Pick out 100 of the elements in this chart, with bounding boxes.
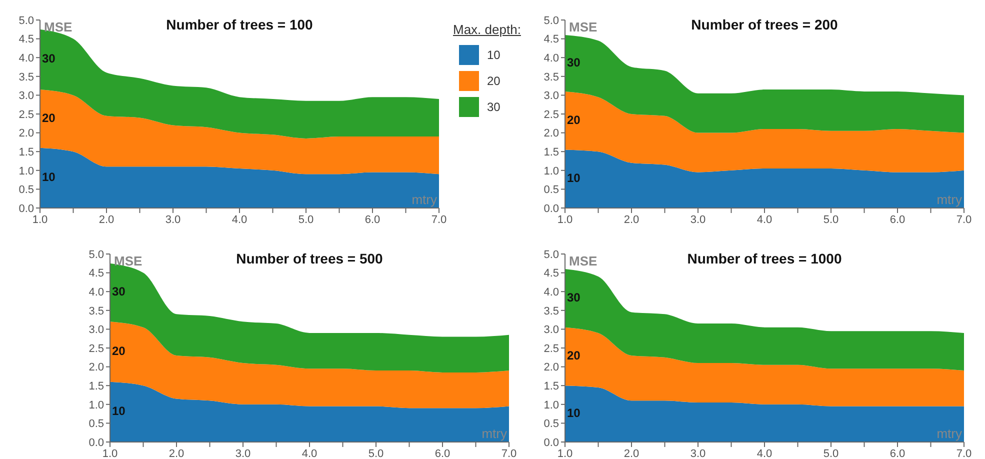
text: 20 [42,110,56,125]
y-tick-label: 0.0 [18,202,34,215]
y-tick-label: 1.5 [544,380,559,393]
y-tick-label: 4.5 [544,34,559,46]
y-tick-label: 3.5 [88,305,104,318]
x-tick-label: 3.0 [235,448,251,459]
x-tick-label: 4.0 [232,214,248,226]
y-tick-label: 4.5 [544,268,559,280]
y-tick-label: 1.0 [544,165,559,178]
y-axis-title: MSE [114,254,142,269]
legend-label: 30 [487,100,500,114]
y-tick-label: 3.5 [544,71,559,84]
y-tick-label: 0.0 [88,436,104,449]
y-tick-label: 2.5 [544,108,559,121]
x-tick-label: 1.0 [557,214,573,226]
y-tick-label: 0.5 [88,418,104,430]
x-tick-label: 1.0 [557,448,573,459]
y-tick-label: 2.0 [18,128,34,140]
x-tick-label: 1.0 [32,214,48,226]
x-tick-label: 2.0 [624,214,640,226]
series-label: 30 [567,55,581,70]
y-tick-label: 0.0 [544,436,559,449]
x-axis-title: mtry [412,192,438,207]
series-label: 30 [112,284,126,299]
x-tick-label: 4.0 [756,448,772,459]
y-tick-label: 5.0 [88,248,104,261]
y-axis-title: MSE [569,20,598,35]
y-tick-label: 3.0 [18,90,34,102]
y-tick-label: 5.0 [544,14,559,27]
y-tick-label: 2.0 [88,362,104,374]
y-tick-label: 0.0 [544,202,559,215]
legend-label: 20 [487,74,500,88]
y-tick-label: 5.0 [544,248,559,261]
y-tick-label: 2.0 [544,362,559,374]
y-tick-label: 1.0 [18,165,34,178]
y-tick-label: 2.5 [18,108,34,121]
y-tick-label: 4.0 [544,286,559,299]
x-tick-label: 6.0 [434,448,450,459]
x-tick-label: 4.0 [756,214,772,226]
series-label: 20 [112,344,126,358]
x-tick-label: 1.0 [102,448,118,459]
y-tick-label: 2.0 [544,128,559,140]
x-tick-label: 7.0 [956,448,972,459]
x-tick-label: 6.0 [364,214,380,226]
series-label: 10 [567,171,581,186]
chart-title: Number of trees = 500 [236,250,384,267]
y-tick-label: 3.0 [544,90,559,102]
text: 10 [42,170,56,184]
x-tick-label: 3.0 [165,214,181,226]
y-tick-label: 3.5 [18,71,34,84]
series-label: 10 [112,404,126,418]
y-tick-label: 0.5 [18,184,34,196]
y-tick-label: 4.0 [544,52,559,65]
y-tick-label: 3.0 [88,324,104,336]
y-tick-label: 1.0 [88,399,104,412]
y-tick-label: 1.0 [544,399,559,412]
chart-title: Number of trees = 1000 [687,250,842,267]
x-tick-label: 6.0 [890,448,906,459]
series-label: 20 [567,112,581,127]
y-tick-label: 0.5 [544,418,559,430]
x-tick-label: 7.0 [431,214,447,226]
y-tick-label: 3.5 [544,305,559,318]
y-tick-label: 4.0 [88,286,104,299]
x-tick-label: 5.0 [298,214,314,226]
x-tick-label: 7.0 [956,214,972,226]
x-tick-label: 3.0 [690,448,706,459]
y-tick-label: 3.0 [544,324,559,336]
x-tick-label: 7.0 [501,448,517,459]
y-axis-title: MSE [569,254,598,269]
x-tick-label: 5.0 [368,448,384,459]
y-tick-label: 1.5 [18,146,34,159]
x-tick-label: 4.0 [302,448,318,459]
x-tick-label: 5.0 [823,214,839,226]
series-label: 20 [567,348,581,363]
y-tick-label: 1.5 [88,380,104,393]
legend-label: 10 [487,48,500,62]
y-tick-label: 2.5 [88,342,104,355]
x-axis-title: mtry [936,192,962,207]
y-tick-label: 0.5 [544,184,559,196]
series-label: 10 [567,406,581,420]
text: 30 [42,52,56,66]
y-tick-label: 2.5 [544,342,559,355]
x-axis-title: mtry [482,426,508,441]
x-axis-title: mtry [936,426,962,441]
legend-title: Max. depth: [453,22,522,37]
y-tick-label: 4.0 [18,52,34,65]
y-tick-label: 4.5 [88,268,104,280]
y-tick-label: 5.0 [18,14,34,27]
x-tick-label: 6.0 [890,214,906,226]
series-label: 30 [567,290,581,304]
y-axis-title: MSE [44,20,72,35]
chart-title: Number of trees = 100 [166,16,314,33]
x-tick-label: 2.0 [168,448,184,459]
chart-title: Number of trees = 200 [691,16,838,33]
y-tick-label: 1.5 [544,146,559,159]
x-tick-label: 2.0 [98,214,114,226]
x-tick-label: 2.0 [624,448,640,459]
y-tick-label: 4.5 [18,34,34,46]
x-tick-label: 5.0 [823,448,839,459]
x-tick-label: 3.0 [690,214,706,226]
